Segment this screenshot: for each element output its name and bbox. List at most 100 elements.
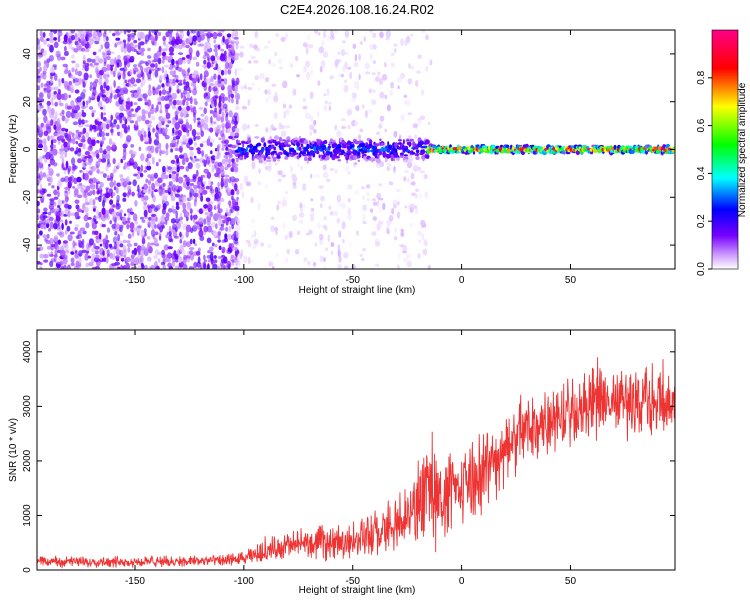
heatmap-cell [392, 199, 398, 207]
heatmap-cell [175, 176, 179, 183]
heatmap-cell [39, 102, 43, 106]
heatmap-cell [337, 159, 342, 162]
heatmap-cell [105, 239, 110, 243]
heatmap-cell [323, 257, 326, 262]
heatmap-cell [266, 151, 271, 156]
heatmap-cell [253, 230, 257, 238]
heatmap-cell [174, 74, 179, 80]
heatmap-cell [354, 53, 358, 62]
heatmap-cell [371, 99, 377, 106]
heatmap-cell [71, 157, 76, 166]
heatmap-cell [106, 73, 110, 78]
heatmap-cell [371, 231, 377, 236]
heatmap-cell [136, 86, 142, 95]
heatmap-cell [214, 80, 218, 89]
heatmap-cell [53, 222, 58, 230]
heatmap-cell [385, 30, 391, 38]
heatmap-cell [239, 156, 244, 161]
heatmap-cell [130, 101, 133, 107]
heatmap-cell [102, 104, 106, 112]
heatmap-cell [218, 143, 221, 148]
heatmap-cell [193, 98, 197, 103]
heatmap-cell [205, 78, 212, 85]
heatmap-cell [160, 150, 166, 155]
heatmap-cell [195, 50, 200, 58]
heatmap-cell [63, 80, 69, 88]
heatmap-cell [358, 73, 361, 81]
heatmap-cell [388, 215, 394, 222]
heatmap-cell [422, 156, 425, 162]
heatmap-cell [168, 226, 172, 232]
heatmap-cell [226, 260, 232, 269]
heatmap-cell [505, 144, 510, 148]
heatmap-cell [411, 192, 416, 197]
heatmap-cell [105, 36, 109, 42]
heatmap-cell [241, 190, 245, 199]
heatmap-cell [122, 216, 127, 222]
heatmap-cell [85, 104, 89, 108]
heatmap-cell [202, 181, 206, 185]
heatmap-cell [187, 58, 191, 65]
heatmap-cell [211, 242, 215, 247]
heatmap-cell [420, 219, 426, 226]
heatmap-cell [379, 115, 385, 122]
heatmap-cell [62, 63, 68, 68]
heatmap-cell [153, 139, 160, 146]
heatmap-cell [414, 193, 418, 199]
heatmap-cell [43, 207, 48, 213]
heatmap-cell [263, 142, 267, 148]
heatmap-cell [144, 110, 149, 115]
heatmap-cell [352, 43, 357, 49]
heatmap-cell [59, 135, 65, 139]
heatmap-cell [270, 124, 275, 130]
heatmap-cell [71, 67, 75, 73]
heatmap-cell [307, 157, 312, 161]
heatmap-cell [419, 115, 426, 120]
heatmap-cell [70, 212, 75, 216]
heatmap-cell [364, 62, 370, 70]
heatmap-cell [201, 140, 208, 144]
heatmap-cell [260, 137, 265, 143]
heatmap-cell [60, 56, 66, 61]
heatmap-cell [112, 204, 116, 208]
heatmap-cell [61, 77, 65, 84]
heatmap-cell [312, 152, 316, 158]
heatmap-cell [231, 144, 237, 149]
heatmap-cell [151, 115, 156, 121]
heatmap-cell [309, 124, 315, 131]
heatmap-cell [228, 200, 232, 206]
heatmap-cell [213, 48, 218, 53]
heatmap-cell [316, 150, 320, 155]
heatmap-cell [309, 212, 315, 219]
heatmap-cell [306, 71, 311, 80]
heatmap-cell [613, 144, 617, 150]
heatmap-cell [131, 191, 135, 197]
heatmap-cell [235, 99, 239, 105]
heatmap-cell [250, 196, 254, 204]
heatmap-cell [277, 170, 283, 176]
heatmap-cell [396, 264, 400, 269]
heatmap-cell [214, 107, 218, 113]
heatmap-cell [103, 112, 107, 116]
heatmap-cell [235, 158, 239, 163]
heatmap-cell [359, 41, 363, 45]
heatmap-cell [313, 119, 317, 126]
heatmap-cell [168, 230, 172, 237]
heatmap-cell [254, 123, 259, 127]
heatmap-cell [62, 264, 67, 269]
heatmap-cell [280, 36, 286, 42]
heatmap-cell [122, 197, 127, 202]
heatmap-cell [386, 104, 391, 112]
heatmap-cell [223, 154, 229, 159]
heatmap-cell [59, 102, 64, 107]
heatmap-cell [81, 238, 85, 245]
heatmap-cell [415, 207, 419, 215]
heatmap-cell [381, 74, 388, 81]
heatmap-cell [46, 254, 49, 258]
heatmap-cell [300, 165, 303, 171]
heatmap-cell [323, 215, 328, 221]
heatmap-cell [207, 225, 213, 233]
heatmap-cell [170, 148, 174, 153]
